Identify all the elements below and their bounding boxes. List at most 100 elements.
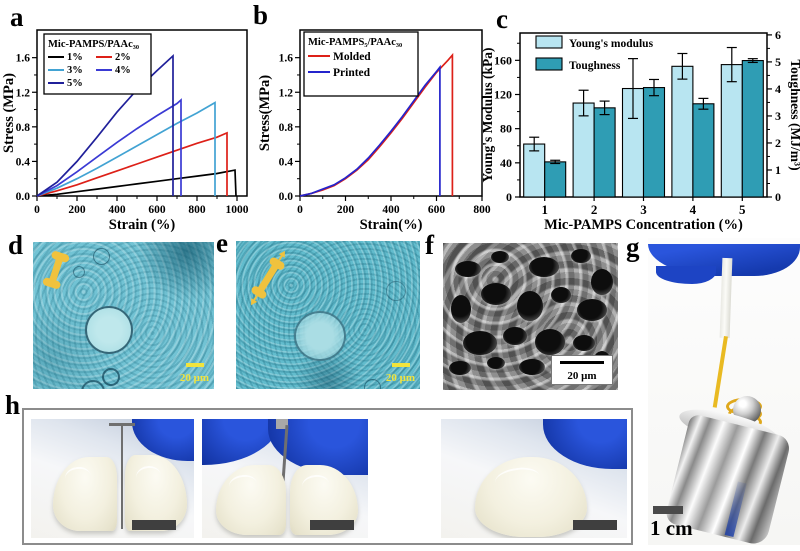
scale-bar xyxy=(573,520,617,530)
figure-shape: 0.8 xyxy=(279,122,294,134)
figure-shape: 200 xyxy=(68,204,86,216)
photo-gel-intact xyxy=(441,419,627,538)
figure-shape: Toughness (MJ/m³) xyxy=(788,59,800,170)
panel-label-e: e xyxy=(216,228,228,258)
figure-shape: 200 xyxy=(337,204,355,216)
blade-ferrule xyxy=(276,419,288,429)
figure-shape xyxy=(269,257,285,270)
figure-shape xyxy=(251,298,258,306)
scale-bar-box: 20 μm xyxy=(551,355,613,385)
figure-shape: Strain(%) xyxy=(360,217,423,232)
chart-b-svg: 0 200 400 600 800 0.0 0.4 0.8 1.2 1.6 Strain(%) Str… xyxy=(257,29,491,233)
figure-shape: Toughness xyxy=(569,60,621,72)
micelle-droplet xyxy=(102,368,120,386)
chart-a-svg: 0 200 400 600 800 1000 0.0 0.4 0.8 1.2 1.6 Strain (… xyxy=(1,29,249,233)
panel-label-c: c xyxy=(496,4,508,34)
figure-shape: 1.6 xyxy=(279,53,294,65)
figure-shape: Mic-PAMPS/PAAc₃₀ xyxy=(48,39,139,50)
micelle-droplet xyxy=(294,311,346,361)
panel-label-b: b xyxy=(253,0,269,30)
figure-shape xyxy=(48,257,64,283)
figure-shape xyxy=(251,250,285,306)
figure-shape: 0.0 xyxy=(279,191,294,203)
sem-pore xyxy=(481,283,511,305)
photo-gel-cut xyxy=(31,419,194,538)
figure-shape xyxy=(36,101,216,197)
scale-bar-label: 1 cm xyxy=(650,516,693,540)
figure-shape xyxy=(36,29,248,197)
figure-shape: 40 xyxy=(500,156,512,170)
figure-shape: 80 xyxy=(500,122,512,136)
sem-pore xyxy=(455,261,481,277)
sem-pore xyxy=(451,295,471,323)
figure-shape: Molded xyxy=(333,51,371,63)
panel-label-h: h xyxy=(5,390,21,420)
figure-shape xyxy=(544,161,567,198)
figure-shape xyxy=(251,286,267,299)
micelle-droplet xyxy=(73,266,85,278)
figure-shape: 0.4 xyxy=(279,156,294,168)
scale-bar xyxy=(560,361,604,364)
figure-shape: 3 xyxy=(640,202,647,217)
figure-shape: 3 xyxy=(775,109,781,123)
photo-gel-being-cut xyxy=(202,419,368,538)
figure-shape: 0.8 xyxy=(16,122,31,134)
stress-strain-chart-molded-printed: 0 200 400 600 800 0.0 0.4 0.8 1.2 1.6 Strain(%) Str… xyxy=(254,0,494,233)
panel-label-d: d xyxy=(8,230,24,260)
figure-shape xyxy=(299,64,441,197)
sem-pore xyxy=(529,257,559,277)
figure-shape: 1% xyxy=(67,52,83,63)
figure-shape xyxy=(593,107,616,198)
optical-micrograph-unstretched: 20 μm xyxy=(33,242,214,389)
figure-shape xyxy=(278,250,285,258)
stretched-specimen-icon xyxy=(251,250,285,306)
gel-lobe-left xyxy=(216,465,286,535)
sem-pore xyxy=(449,361,471,375)
figure-shape: 1000 xyxy=(226,204,249,216)
scale-bar xyxy=(186,363,204,367)
figure-shape: 4 xyxy=(690,202,697,217)
scale-bar-label: 20 μm xyxy=(179,372,209,384)
figure-shape: 120 xyxy=(494,88,512,102)
figure-shape: 0 xyxy=(297,204,303,216)
figure-shape xyxy=(257,263,279,293)
figure-shape xyxy=(523,143,546,198)
photo-series-cuttability xyxy=(22,408,633,545)
figure-shape: 5% xyxy=(67,78,83,89)
figure-shape xyxy=(642,87,666,198)
micelle-droplet xyxy=(93,248,110,265)
stress-strain-chart-concentrations: 0 200 400 600 800 1000 0.0 0.4 0.8 1.2 1.6 Strain (… xyxy=(0,0,254,233)
figure-shape: 2% xyxy=(115,52,131,63)
panel-label-f: f xyxy=(425,230,434,260)
figure-shape: 4 xyxy=(775,82,781,96)
scale-bar xyxy=(392,363,410,367)
sem-pore xyxy=(517,291,543,321)
figure-shape: 0.0 xyxy=(16,191,31,203)
figure-shape: 5 xyxy=(775,55,781,69)
figure-shape: 3% xyxy=(67,65,83,76)
figure-shape xyxy=(42,251,70,289)
figure-shape: 1.2 xyxy=(16,87,31,99)
sem-pore xyxy=(535,329,565,355)
figure-shape: Young's modulus xyxy=(569,38,654,50)
figure-shape: 1.6 xyxy=(16,53,31,65)
figure-shape xyxy=(741,60,764,198)
figure-shape: 600 xyxy=(148,204,166,216)
figure-shape: 0 xyxy=(775,190,781,204)
sem-pore xyxy=(591,269,613,295)
figure-shape: Mic-PAMPS₅/PAAc₃₀ xyxy=(308,37,402,48)
figure-shape: 400 xyxy=(108,204,126,216)
figure-shape xyxy=(572,102,595,198)
sem-pore xyxy=(463,331,497,355)
figure-shape: 0 xyxy=(506,190,512,204)
figure-shape: 2 xyxy=(775,136,781,150)
sem-pore xyxy=(487,357,505,369)
panel-label-a: a xyxy=(10,2,24,32)
figure-shape xyxy=(42,277,61,289)
figure-shape: Young's Modulus (kPa) xyxy=(480,47,495,182)
sem-pore xyxy=(573,335,595,351)
sem-micrograph-porous: 20 μm xyxy=(443,243,618,390)
sem-pore xyxy=(577,299,607,321)
figure-shape: 1 xyxy=(775,163,781,177)
